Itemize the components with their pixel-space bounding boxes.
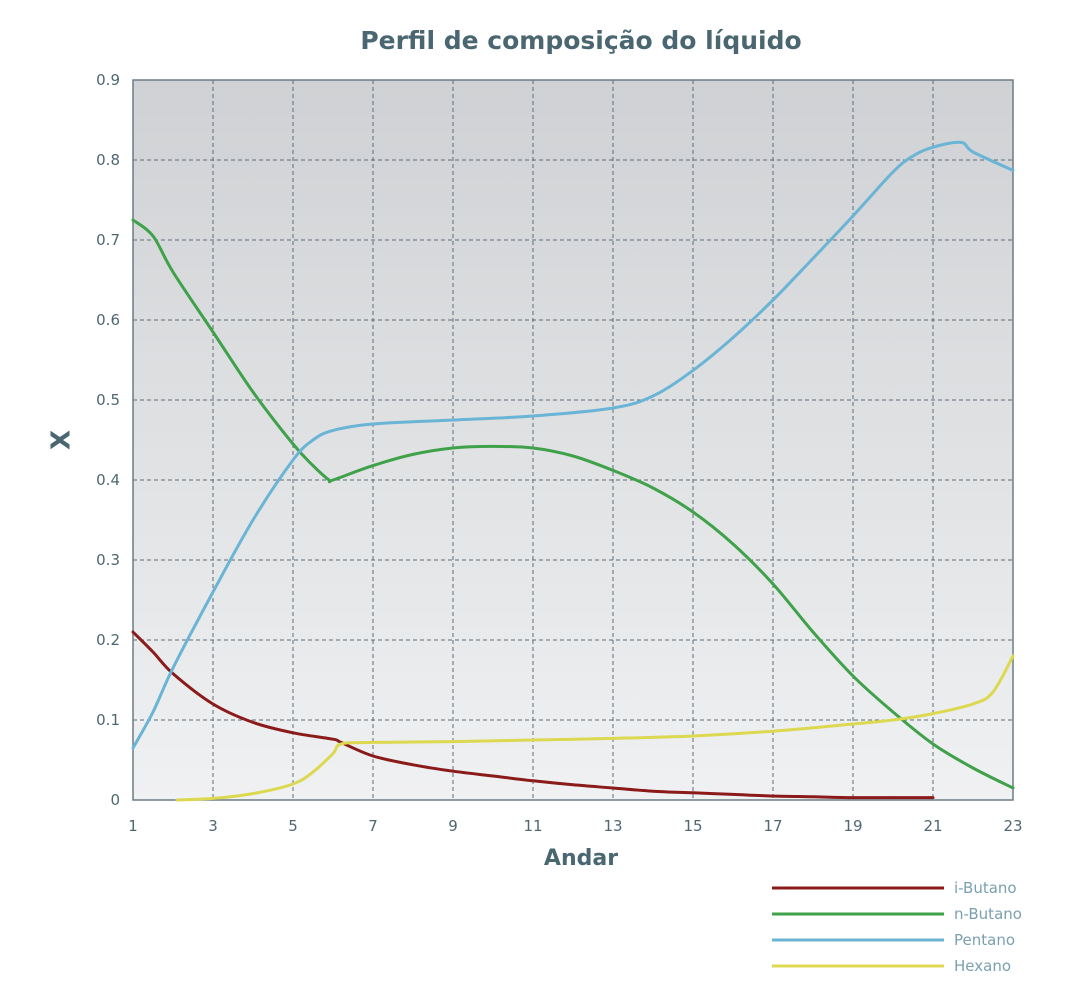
- y-axis-title: X: [47, 430, 77, 450]
- x-tick-label: 7: [368, 817, 378, 835]
- x-tick-label: 13: [603, 817, 622, 835]
- y-tick-label: 0.3: [96, 551, 120, 569]
- series-line-hexano: [175, 654, 1015, 802]
- x-tick-label: 11: [523, 817, 542, 835]
- y-tick-label: 0.6: [96, 311, 120, 329]
- legend: i-Butano n-Butano Pentano Hexano: [772, 879, 1022, 975]
- y-tick-label: 0.4: [96, 471, 120, 489]
- x-tick-label: 9: [448, 817, 458, 835]
- legend-label: Pentano: [954, 931, 1015, 949]
- legend-item-i-butano: i-Butano: [772, 879, 1017, 897]
- y-tick-label: 0.1: [96, 711, 120, 729]
- x-tick-label: 5: [288, 817, 298, 835]
- x-tick-label: 17: [763, 817, 782, 835]
- y-tick-label: 0.2: [96, 631, 120, 649]
- legend-item-n-butano: n-Butano: [772, 905, 1022, 923]
- y-tick-label: 0.9: [96, 71, 120, 89]
- x-tick-label: 19: [843, 817, 862, 835]
- legend-item-pentano: Pentano: [772, 931, 1015, 949]
- x-tick-label: 3: [208, 817, 218, 835]
- x-axis-title: Andar: [544, 846, 618, 871]
- x-tick-labels: 1 3 5 7 9 11 13 15 17 19 21 23: [128, 817, 1022, 835]
- plot-frame: [132, 79, 1014, 801]
- series-line-pentano: [131, 140, 1015, 750]
- legend-label: n-Butano: [954, 905, 1022, 923]
- legend-label: Hexano: [954, 957, 1011, 975]
- plot-area: [133, 80, 1013, 800]
- y-tick-label: 0.8: [96, 151, 120, 169]
- chart-title: Perfil de composição do líquido: [360, 26, 801, 55]
- y-tick-label: 0.7: [96, 231, 120, 249]
- legend-label: i-Butano: [954, 879, 1017, 897]
- x-tick-label: 1: [128, 817, 138, 835]
- x-tick-label: 21: [923, 817, 942, 835]
- legend-item-hexano: Hexano: [772, 957, 1011, 975]
- x-tick-label: 23: [1003, 817, 1022, 835]
- y-tick-labels: 0 0.1 0.2 0.3 0.4 0.5 0.6 0.7 0.8 0.9: [96, 71, 120, 809]
- series-line-n-butano: [131, 218, 1015, 790]
- gridlines: [133, 80, 1013, 800]
- series-line-i-butano: [131, 630, 935, 800]
- y-tick-label: 0.5: [96, 391, 120, 409]
- series-lines: [131, 140, 1015, 802]
- x-tick-label: 15: [683, 817, 702, 835]
- y-tick-label: 0: [110, 791, 120, 809]
